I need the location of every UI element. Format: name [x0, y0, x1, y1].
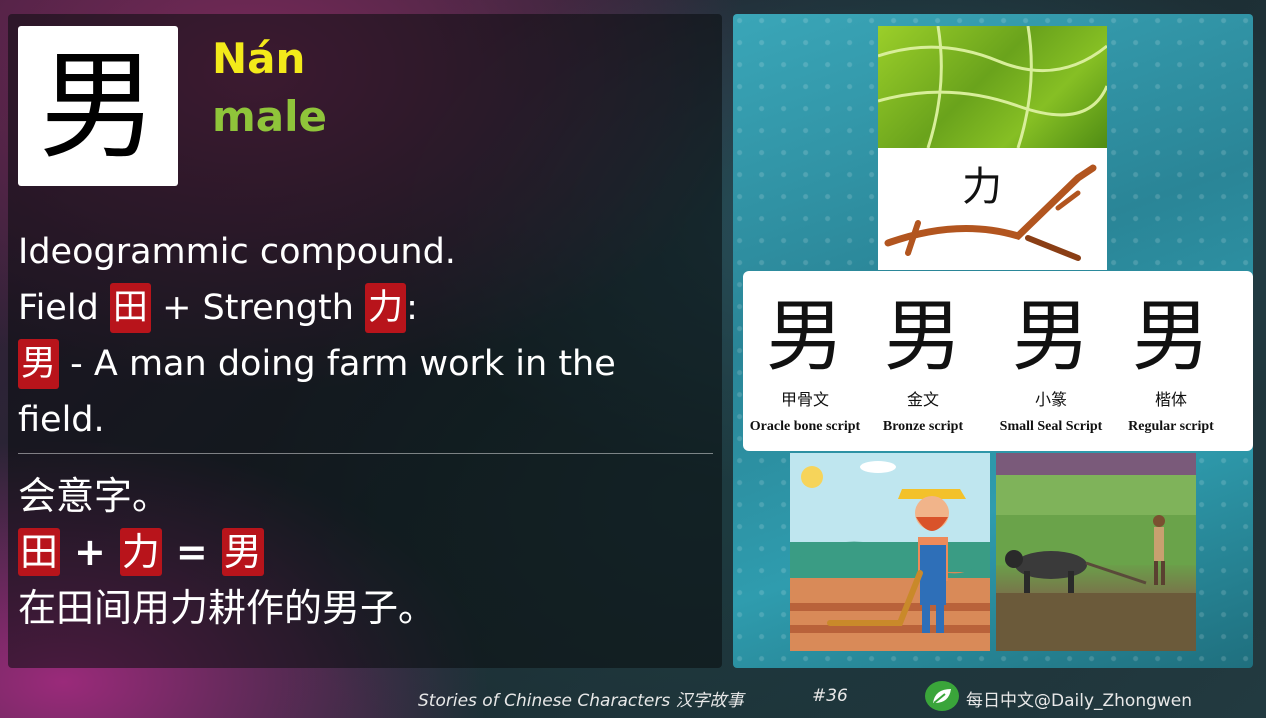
- field-pattern-icon: [878, 26, 1107, 149]
- series-title: Stories of Chinese Characters 汉字故事: [418, 691, 744, 711]
- farmer-plowing-icon: [790, 461, 990, 651]
- plow-character-label: 力: [962, 164, 1002, 210]
- regular-en-label: Regular script: [1128, 419, 1214, 434]
- rice-field-photo: [878, 26, 1107, 149]
- script-small-seal: 男 小篆 Small Seal Script: [989, 271, 1113, 437]
- field-char-highlight: 田: [109, 283, 151, 333]
- strength-char-highlight: 力: [365, 283, 407, 333]
- bronze-en-label: Bronze script: [882, 419, 964, 434]
- meaning: male: [212, 92, 327, 141]
- en-line-2: Field 田 + Strength 力:: [18, 280, 708, 336]
- plus-sign: +: [74, 530, 106, 574]
- script-oracle-bone: 男 甲骨文 Oracle bone script: [743, 271, 867, 437]
- en-description: - A man doing farm work in the field.: [18, 344, 616, 440]
- script-regular: 男 楷体 Regular script: [1109, 271, 1233, 437]
- en-colon: :: [406, 288, 418, 328]
- regular-glyph: 男: [1131, 292, 1210, 382]
- en-strength-label: + Strength: [150, 288, 366, 328]
- field-and-plow-image: 力: [878, 26, 1107, 270]
- script-bronze: 男 金文 Bronze script: [861, 271, 985, 437]
- pinyin: Nán: [212, 34, 306, 83]
- chinese-explanation: 会意字。 田 + 力 = 男 在田间用力耕作的男子。: [18, 468, 708, 636]
- leaf-glyph-icon: [933, 689, 951, 704]
- bronze-glyph: 男: [883, 292, 962, 382]
- buffalo-plowing-icon: [996, 453, 1196, 651]
- en-line-3: 男 - A man doing farm work in the field.: [18, 336, 708, 448]
- formula-result-char: 男: [221, 528, 264, 576]
- small-seal-glyph: 男: [1011, 292, 1090, 382]
- oracle-bone-glyph: 男: [765, 292, 844, 382]
- bronze-cn-label: 金文: [906, 390, 939, 409]
- equals-sign: =: [175, 530, 208, 574]
- cn-line-1: 会意字。: [18, 474, 171, 518]
- english-explanation: Ideogrammic compound. Field 田 + Strength…: [18, 224, 708, 448]
- farmer-cartoon-image: [790, 453, 990, 651]
- oracle-bone-cn-label: 甲骨文: [780, 390, 829, 409]
- formula-strength-char: 力: [119, 528, 162, 576]
- regular-cn-label: 楷体: [1154, 390, 1187, 409]
- cn-formula: 田 + 力 = 男: [18, 524, 708, 580]
- en-field-label: Field: [18, 288, 110, 328]
- social-handle: 每日中文@Daily_Zhongwen: [966, 691, 1193, 711]
- oracle-bone-en-label: Oracle bone script: [749, 419, 861, 434]
- plow-icon: [884, 164, 1097, 261]
- episode-number: #36: [812, 686, 848, 706]
- small-seal-cn-label: 小篆: [1034, 390, 1067, 409]
- main-character: 男: [18, 26, 178, 186]
- plow-image: 力: [878, 148, 1107, 270]
- leaf-logo-icon: [925, 681, 959, 711]
- script-evolution-panel: 男 甲骨文 Oracle bone script 男 金文 Bronze scr…: [743, 271, 1253, 451]
- formula-field-char: 田: [18, 528, 61, 576]
- result-char-highlight: 男: [18, 339, 60, 389]
- cn-line-3: 在田间用力耕作的男子。: [18, 586, 437, 630]
- en-line-1: Ideogrammic compound.: [18, 232, 456, 272]
- small-seal-en-label: Small Seal Script: [999, 419, 1103, 434]
- water-buffalo-photo: [996, 453, 1196, 651]
- divider: [18, 453, 713, 454]
